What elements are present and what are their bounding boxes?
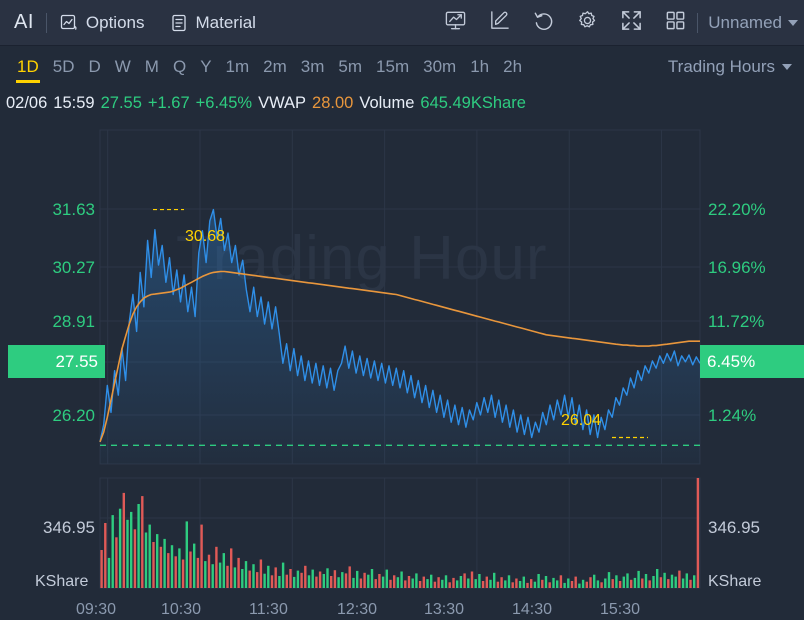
quote-date: 02/06	[6, 93, 48, 112]
percent-tick-0: 22.20%	[708, 200, 766, 219]
high-annotation-label: 30.68	[185, 228, 226, 245]
time-tick-1: 10:30	[161, 601, 202, 618]
period-tab-5m[interactable]: 5m	[338, 57, 363, 76]
monitor-chart-icon-button[interactable]	[433, 0, 477, 46]
price-tick-1: 30.27	[52, 258, 95, 277]
chart-canvas	[99, 129, 701, 589]
material-button[interactable]: Material	[157, 0, 268, 46]
quote-change-percent: +6.45%	[195, 93, 253, 112]
fullscreen-icon-button[interactable]	[609, 0, 653, 46]
trading-hours-label: Trading Hours	[667, 57, 775, 76]
volume-value: 645.49KShare	[420, 93, 526, 112]
volume-unit-left: KShare	[35, 573, 89, 590]
quote-change: +1.67	[147, 93, 190, 112]
percent-tick-4: 1.24%	[708, 406, 757, 425]
layout-name-label: Unnamed	[708, 12, 782, 32]
grid-layout-icon-button[interactable]	[653, 0, 697, 46]
last-price-badge-left: 27.55	[8, 345, 105, 378]
material-label: Material	[195, 12, 256, 32]
volume-tick-right: 346.95	[708, 518, 760, 537]
vwap-label: VWAP	[258, 93, 307, 112]
quote-info-bar: 02/06 15:59 27.55 +1.67 +6.45% VWAP 28.0…	[0, 88, 804, 118]
period-tab-1d[interactable]: 1D	[10, 46, 46, 88]
volume-series	[100, 478, 700, 588]
chart-document-icon	[59, 13, 79, 33]
chart-area[interactable]: Trading Hour 31.63 30.27 28.91 27.55 26.…	[0, 118, 804, 620]
period-tab-q[interactable]: Q	[172, 57, 187, 76]
document-lines-icon	[169, 13, 189, 33]
trading-hours-dropdown[interactable]: Trading Hours	[668, 57, 804, 77]
period-tab-30m[interactable]: 30m	[423, 57, 457, 76]
gear-icon-button[interactable]	[565, 0, 609, 46]
low-annotation-label: 26.04	[561, 412, 602, 429]
change-percent-badge-right: 6.45%	[700, 345, 804, 378]
time-tick-3: 12:30	[337, 601, 378, 618]
vwap-series	[99, 270, 700, 443]
quote-last-price: 27.55	[100, 93, 142, 112]
time-tick-4: 13:30	[424, 601, 465, 618]
period-tab-y[interactable]: Y	[200, 57, 212, 76]
options-label: Options	[85, 12, 145, 32]
chevron-down-icon	[788, 19, 798, 26]
options-button[interactable]: Options	[47, 0, 157, 46]
period-tab-2m[interactable]: 2m	[263, 57, 287, 76]
period-tab-w[interactable]: W	[114, 57, 131, 76]
period-tab-d[interactable]: D	[88, 57, 101, 76]
annotation-leaders	[153, 208, 648, 439]
undo-icon-button[interactable]	[521, 0, 565, 46]
undo-icon	[532, 9, 555, 37]
gear-icon	[576, 9, 599, 37]
period-tab-2h[interactable]: 2h	[503, 57, 523, 76]
price-tick-4: 26.20	[52, 406, 95, 425]
vwap-value: 28.00	[312, 93, 354, 112]
toolbar-divider	[45, 12, 47, 33]
time-tick-5: 14:30	[512, 601, 553, 618]
time-tick-2: 11:30	[249, 601, 288, 618]
top-toolbar: AI Options Material	[0, 0, 804, 46]
period-tab-1m[interactable]: 1m	[225, 57, 250, 76]
period-tab-5d[interactable]: 5D	[52, 57, 75, 76]
toolbar-divider-right	[697, 12, 699, 33]
ai-button[interactable]: AI	[14, 11, 34, 33]
period-tab-1h[interactable]: 1h	[470, 57, 490, 76]
period-tabs: 1D 5D D W M Q Y 1m 2m 3m 5m 15m 30m 1h 2…	[0, 46, 804, 88]
layout-name-dropdown[interactable]: Unnamed	[698, 13, 804, 33]
period-tab-15m[interactable]: 15m	[376, 57, 410, 76]
period-tab-3m[interactable]: 3m	[300, 57, 325, 76]
time-tick-0: 09:30	[76, 601, 117, 618]
volume-unit-right: KShare	[708, 573, 762, 590]
time-tick-6: 15:30	[600, 601, 641, 618]
grid-layout-icon	[664, 9, 687, 37]
monitor-chart-icon	[444, 9, 467, 37]
percent-tick-2: 11.72%	[708, 312, 765, 331]
chevron-down-icon	[782, 64, 792, 70]
volume-label: Volume	[359, 93, 415, 112]
price-tick-2: 28.91	[52, 312, 95, 331]
period-tab-m[interactable]: M	[144, 57, 159, 76]
edit-pencil-icon	[488, 9, 511, 37]
quote-time: 15:59	[53, 93, 95, 112]
price-series	[99, 208, 701, 464]
percent-tick-1: 16.96%	[708, 258, 766, 277]
price-tick-0: 31.63	[52, 200, 95, 219]
fullscreen-icon	[620, 9, 643, 37]
edit-pencil-icon-button[interactable]	[477, 0, 521, 46]
volume-tick-left: 346.95	[43, 518, 95, 537]
